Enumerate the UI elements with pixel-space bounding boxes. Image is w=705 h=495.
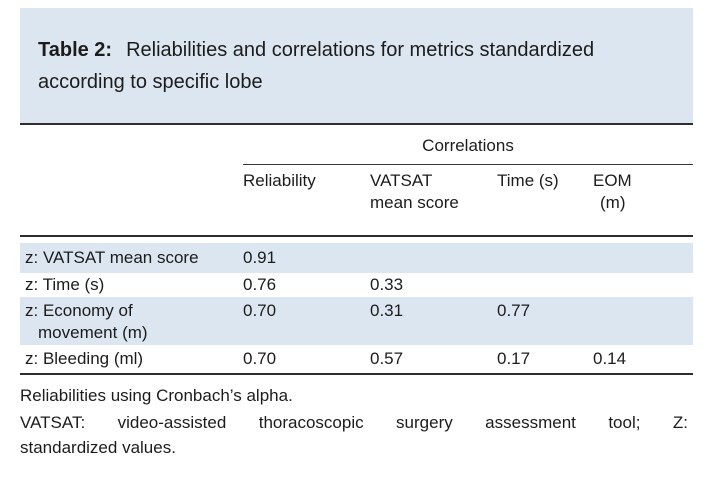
table-caption-number: Table 2: bbox=[38, 39, 113, 61]
header-empty-cell bbox=[20, 165, 243, 235]
spanner-row: Correlations bbox=[20, 125, 693, 165]
cell-time: 0.17 bbox=[497, 349, 531, 368]
spanner-empty-cell bbox=[20, 125, 243, 165]
table-row: z: VATSAT mean score 0.91 bbox=[20, 243, 693, 273]
table-caption-text: Reliabilities and correlations for metri… bbox=[38, 39, 595, 93]
footnote-vatsat-line1: VATSAT: video-assisted thoracoscopic sur… bbox=[20, 413, 688, 432]
table-row: z: Time (s) 0.76 0.33 bbox=[20, 273, 693, 297]
cell-vatsat: 0.57 bbox=[370, 349, 404, 368]
paper-page: Table 2: Reliabilities and correlations f… bbox=[0, 8, 705, 495]
column-header-vatsat-label: VATSAT mean score bbox=[370, 171, 459, 212]
table-body: z: VATSAT mean score 0.91 z: Time (s) 0.… bbox=[0, 243, 705, 373]
row-label-text: z: Economy of movement (m) bbox=[25, 301, 148, 342]
table-caption-panel: Table 2: Reliabilities and correlations f… bbox=[20, 8, 693, 123]
cell-reliability: 0.70 bbox=[243, 349, 277, 368]
row-label: z: VATSAT mean score bbox=[25, 248, 199, 267]
footnote-cronbach: Reliabilities using Cronbach’s alpha. bbox=[20, 386, 293, 405]
row-label: z: Time (s) bbox=[25, 275, 105, 294]
cell-reliability: 0.70 bbox=[243, 301, 277, 320]
row-label: z: Bleeding (ml) bbox=[25, 349, 144, 368]
mid-rule bbox=[20, 235, 693, 237]
cell-reliability: 0.91 bbox=[243, 248, 277, 267]
cell-eom: 0.14 bbox=[593, 349, 627, 368]
column-header-eom-label: EOM (m) bbox=[593, 171, 632, 212]
footnote-vatsat-line2: standardized values. bbox=[20, 438, 176, 457]
row-label: z: Economy of movement (m) bbox=[20, 297, 243, 344]
column-header-eom: EOM (m) bbox=[593, 165, 693, 235]
column-header-time: Time (s) bbox=[497, 171, 559, 190]
correlations-spanner-label: Correlations bbox=[243, 125, 693, 165]
column-header-vatsat: VATSAT mean score bbox=[370, 165, 497, 235]
column-header-reliability: Reliability bbox=[243, 171, 316, 190]
column-header-row: Reliability VATSAT mean score Time (s) E… bbox=[20, 165, 693, 235]
table-footnotes: Reliabilities using Cronbach’s alpha. VA… bbox=[20, 385, 690, 459]
cell-vatsat: 0.31 bbox=[370, 301, 404, 320]
top-rule bbox=[20, 123, 693, 125]
table-row: z: Bleeding (ml) 0.70 0.57 0.17 0.14 bbox=[20, 345, 693, 373]
cell-time: 0.77 bbox=[497, 301, 531, 320]
table-row: z: Economy of movement (m) 0.70 0.31 0.7… bbox=[20, 297, 693, 345]
cell-reliability: 0.76 bbox=[243, 275, 277, 294]
cell-vatsat: 0.33 bbox=[370, 275, 404, 294]
bottom-rule bbox=[20, 373, 693, 375]
cell-eom bbox=[593, 297, 693, 300]
